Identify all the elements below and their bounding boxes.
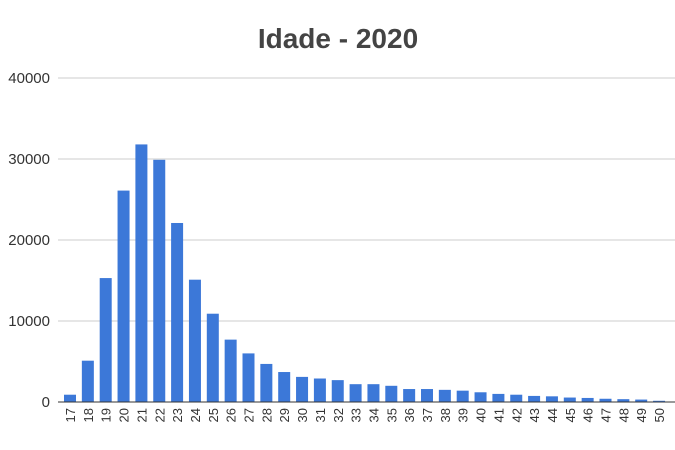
x-tick-label-44: 44 <box>545 408 560 422</box>
y-tick-label: 0 <box>42 394 50 411</box>
x-tick-label-20: 20 <box>117 408 132 422</box>
x-tick-label-25: 25 <box>206 408 221 422</box>
bar-30 <box>296 376 309 402</box>
bar-19 <box>99 278 112 402</box>
bar-34 <box>367 384 380 402</box>
x-tick-label-18: 18 <box>81 408 96 422</box>
bar-45 <box>563 397 576 402</box>
bar-49 <box>635 399 648 402</box>
x-tick-label-29: 29 <box>277 408 292 422</box>
x-tick-label-17: 17 <box>63 408 78 422</box>
x-tick-label-24: 24 <box>188 408 203 422</box>
x-tick-label-42: 42 <box>509 408 524 422</box>
x-tick-label-38: 38 <box>438 408 453 422</box>
bar-47 <box>599 398 612 402</box>
y-tick-label: 30000 <box>8 151 50 168</box>
x-tick-label-47: 47 <box>599 408 614 422</box>
x-tick-label-45: 45 <box>563 408 578 422</box>
bar-43 <box>528 395 541 402</box>
bar-41 <box>492 393 505 402</box>
x-tick-label-27: 27 <box>242 408 257 422</box>
x-tick-label-41: 41 <box>491 408 506 422</box>
x-tick-label-26: 26 <box>224 408 239 422</box>
bar-40 <box>474 392 487 402</box>
bar-31 <box>313 378 326 402</box>
x-tick-label-34: 34 <box>366 408 381 422</box>
bar-26 <box>224 339 237 402</box>
x-tick-label-35: 35 <box>384 408 399 422</box>
bar-36 <box>403 389 416 402</box>
bar-28 <box>260 363 273 402</box>
bar-21 <box>135 144 148 403</box>
bar-48 <box>617 399 630 402</box>
bars <box>64 144 666 403</box>
bar-25 <box>206 313 219 402</box>
bar-46 <box>581 397 594 402</box>
x-tick-label-49: 49 <box>634 408 649 422</box>
y-tick-label: 40000 <box>8 70 50 87</box>
y-tick-label: 20000 <box>8 232 50 249</box>
bar-24 <box>188 279 201 402</box>
bar-20 <box>117 190 130 402</box>
bar-18 <box>81 360 94 402</box>
x-tick-label-32: 32 <box>331 408 346 422</box>
bar-33 <box>349 384 362 402</box>
x-tick-label-19: 19 <box>99 408 114 422</box>
x-tick-label-28: 28 <box>259 408 274 422</box>
bar-22 <box>153 159 166 402</box>
chart-title: Idade - 2020 <box>258 23 418 54</box>
bar-39 <box>456 390 469 402</box>
x-tick-label-21: 21 <box>134 408 149 422</box>
bar-17 <box>64 394 76 402</box>
bar-37 <box>421 389 433 402</box>
y-axis-tick-labels: 0 10000 20000 30000 40000 <box>8 70 50 411</box>
x-tick-label-36: 36 <box>402 408 417 422</box>
bar-29 <box>278 372 291 402</box>
bar-32 <box>331 380 344 402</box>
x-tick-label-31: 31 <box>313 408 328 422</box>
x-tick-label-43: 43 <box>527 408 542 422</box>
bar-35 <box>385 385 398 402</box>
x-tick-label-46: 46 <box>581 408 596 422</box>
bar-27 <box>242 353 255 402</box>
x-tick-label-30: 30 <box>295 408 310 422</box>
x-axis-tick-labels: 17 18 19 20 21 22 23 24 25 26 27 28 29 30 31 32 33 34 35 36… <box>63 408 667 422</box>
x-tick-label-50: 50 <box>652 408 667 422</box>
x-tick-label-40: 40 <box>474 408 489 422</box>
x-tick-label-37: 37 <box>420 408 435 422</box>
x-tick-label-39: 39 <box>456 408 471 422</box>
x-tick-label-22: 22 <box>152 408 167 422</box>
bar-42 <box>510 394 523 402</box>
bar-50 <box>653 400 666 402</box>
x-tick-label-33: 33 <box>349 408 364 422</box>
x-tick-label-48: 48 <box>616 408 631 422</box>
bar-23 <box>171 222 184 402</box>
y-tick-label: 10000 <box>8 313 50 330</box>
bar-44 <box>545 396 558 402</box>
x-tick-label-23: 23 <box>170 408 185 422</box>
bar-38 <box>438 389 451 402</box>
grid-lines <box>58 77 675 322</box>
